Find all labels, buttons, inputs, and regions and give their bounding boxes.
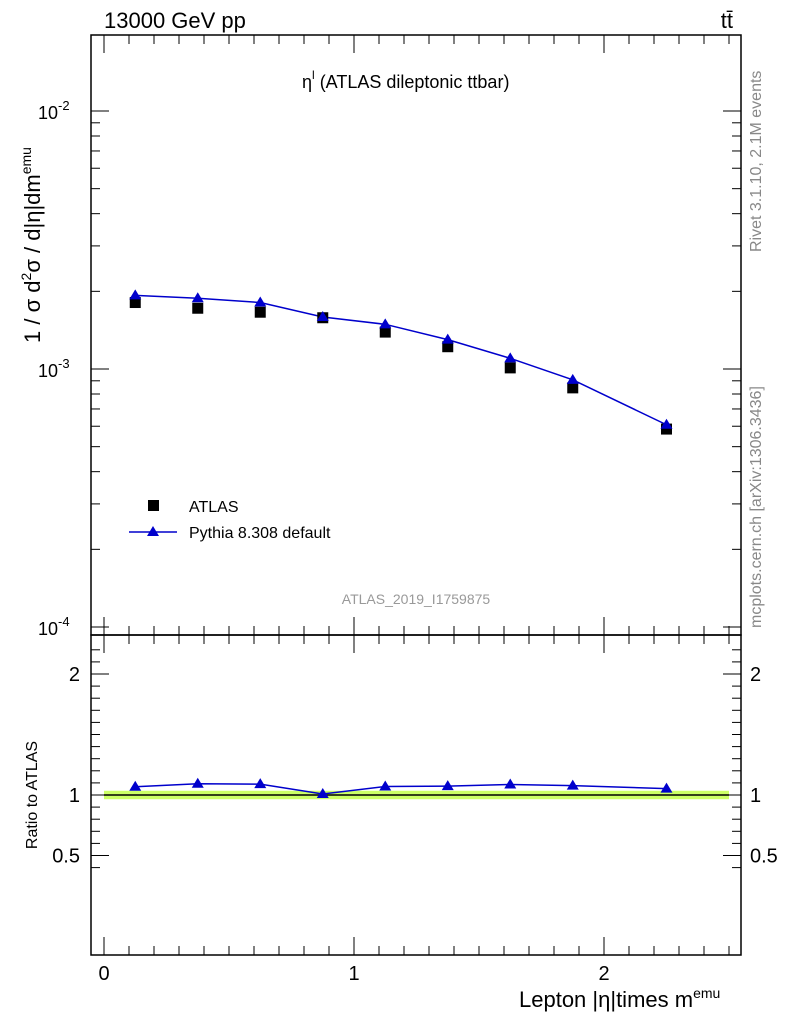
legend: ATLAS Pythia 8.308 default — [129, 499, 331, 542]
ratio-data-point — [504, 778, 517, 789]
pythia-data-point — [504, 352, 517, 363]
ratio-data-point — [191, 777, 204, 788]
ratio-series-points — [129, 777, 673, 799]
ratio-y-tick-label: 1 — [69, 785, 80, 807]
ratio-y-tick-label: 2 — [69, 664, 80, 686]
ratio-y-tick-label: 0.5 — [750, 846, 778, 868]
ratio-y-axis-label: Ratio to ATLAS — [24, 741, 41, 849]
x-axis-label: Lepton |η|times memu — [519, 985, 720, 1012]
ratio-data-point — [379, 780, 392, 791]
pythia-data-point — [660, 418, 673, 429]
main-y-tick-label: 10-3 — [38, 356, 70, 381]
ratio-y-ticks: 0.5 0.5 1 1 2 2 — [52, 649, 778, 869]
atlas-data-point — [129, 297, 141, 309]
plot-title-text: (ATLAS dileptonic ttbar) — [315, 72, 510, 92]
ratio-y-tick-label: 1 — [750, 785, 761, 807]
process-label: tt̄ — [721, 8, 733, 33]
main-x-ticks — [103, 35, 730, 635]
pythia-data-point — [191, 292, 204, 303]
ratio-data-point — [660, 782, 673, 793]
plot-title-symbol: η — [302, 72, 312, 92]
legend-pythia-marker — [147, 526, 159, 536]
plot-title-superscript: l — [312, 68, 315, 82]
ratio-data-point — [316, 788, 329, 799]
pythia-data-point — [441, 333, 454, 344]
main-y-tick-label: 10-4 — [38, 614, 70, 639]
pythia-data-point — [129, 289, 142, 300]
ratio-data-point — [129, 780, 142, 791]
collision-energy-label: 13000 GeV pp — [104, 8, 246, 33]
x-tick-label: 0 — [98, 963, 109, 985]
main-frame — [90, 34, 742, 636]
ratio-data-point — [254, 778, 267, 789]
ratio-y-tick-label: 0.5 — [52, 846, 80, 868]
mcplots-label: mcplots.cern.ch [arXiv:1306.3436] — [748, 386, 765, 628]
legend-atlas-marker — [148, 500, 159, 511]
atlas-data-point — [192, 302, 204, 314]
pythia-series-points — [129, 289, 673, 429]
main-panel: 10-2 10-3 10-4 ηl (ATLAS dileptonic ttbar)… — [18, 34, 742, 639]
pythia-data-point — [379, 318, 392, 329]
plot-title: ηl (ATLAS dileptonic ttbar) — [302, 68, 509, 92]
ratio-data-point — [566, 779, 579, 790]
x-axis-label-text: Lepton |η|times m — [519, 987, 693, 1012]
x-tick-label: 1 — [348, 963, 359, 985]
main-y-ticks — [91, 110, 741, 628]
main-y-tick-label: 10-2 — [38, 98, 70, 123]
atlas-data-point — [504, 362, 516, 374]
ratio-panel: 0.5 0.5 1 1 2 2 0 1 2 Ratio to ATLAS Lepton |η|… — [24, 634, 778, 1012]
atlas-data-point — [661, 423, 672, 435]
atlas-series-points — [129, 297, 672, 435]
legend-atlas-label: ATLAS — [189, 499, 239, 516]
ratio-data-point — [441, 780, 454, 791]
pythia-data-point — [566, 373, 579, 384]
ratio-y-tick-label: 2 — [750, 664, 761, 686]
pythia-curve — [135, 294, 667, 426]
legend-pythia-label: Pythia 8.308 default — [189, 525, 331, 542]
ratio-x-ticks: 0 1 2 — [98, 635, 730, 985]
main-y-axis-label: 1 / σ d2σ / d|η|dmemu — [18, 147, 45, 343]
x-tick-label: 2 — [598, 963, 609, 985]
pythia-data-point — [316, 311, 329, 322]
pythia-series-line — [135, 294, 667, 426]
x-axis-label-superscript: emu — [693, 985, 720, 1001]
atlas-data-point — [254, 306, 266, 318]
rivet-version-label: Rivet 3.1.10, 2.1M events — [748, 71, 765, 252]
atlas-data-point — [442, 341, 454, 353]
analysis-watermark: ATLAS_2019_I1759875 — [342, 591, 491, 607]
pythia-data-point — [254, 296, 267, 307]
atlas-data-point — [567, 382, 579, 394]
atlas-data-point — [379, 326, 391, 338]
main-y-tick-labels: 10-2 10-3 10-4 — [38, 98, 70, 639]
